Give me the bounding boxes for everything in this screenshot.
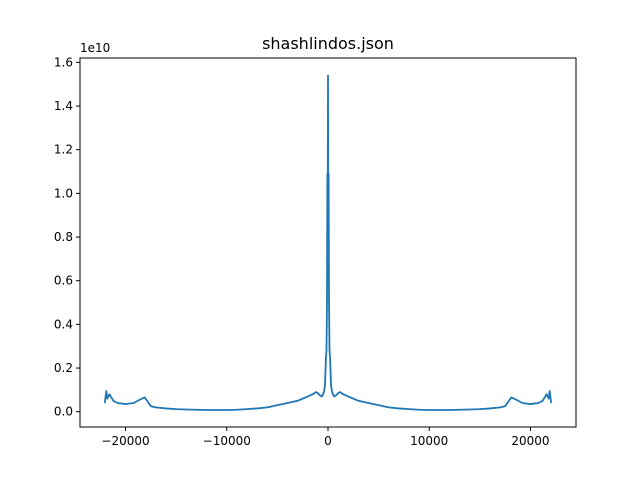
y-tick-label: 0.0 (54, 405, 73, 419)
y-axis: 0.0 0.2 0.4 0.6 0.8 1.0 1.2 1.4 1.6 (54, 55, 80, 419)
series-layer (103, 74, 553, 411)
y-tick-label: 1.6 (54, 55, 73, 69)
x-tick-label: −20000 (101, 434, 149, 448)
y-tick-label: 0.4 (54, 317, 73, 331)
y-tick-label: 0.8 (54, 230, 73, 244)
x-tick-label: 0 (324, 434, 332, 448)
x-axis: −20000 −10000 0 10000 20000 (101, 427, 550, 448)
y-offset-label: 1e10 (80, 41, 110, 55)
y-tick-label: 0.6 (54, 274, 73, 288)
chart-title: shashlindos.json (262, 34, 394, 53)
x-tick-label: −10000 (203, 434, 251, 448)
y-tick-label: 1.4 (54, 99, 73, 113)
x-tick-label: 10000 (410, 434, 448, 448)
x-tick-label: 20000 (511, 434, 549, 448)
y-tick-label: 0.2 (54, 361, 73, 375)
y-tick-label: 1.0 (54, 186, 73, 200)
series-line-0 (103, 74, 553, 411)
y-tick-label: 1.2 (54, 143, 73, 157)
